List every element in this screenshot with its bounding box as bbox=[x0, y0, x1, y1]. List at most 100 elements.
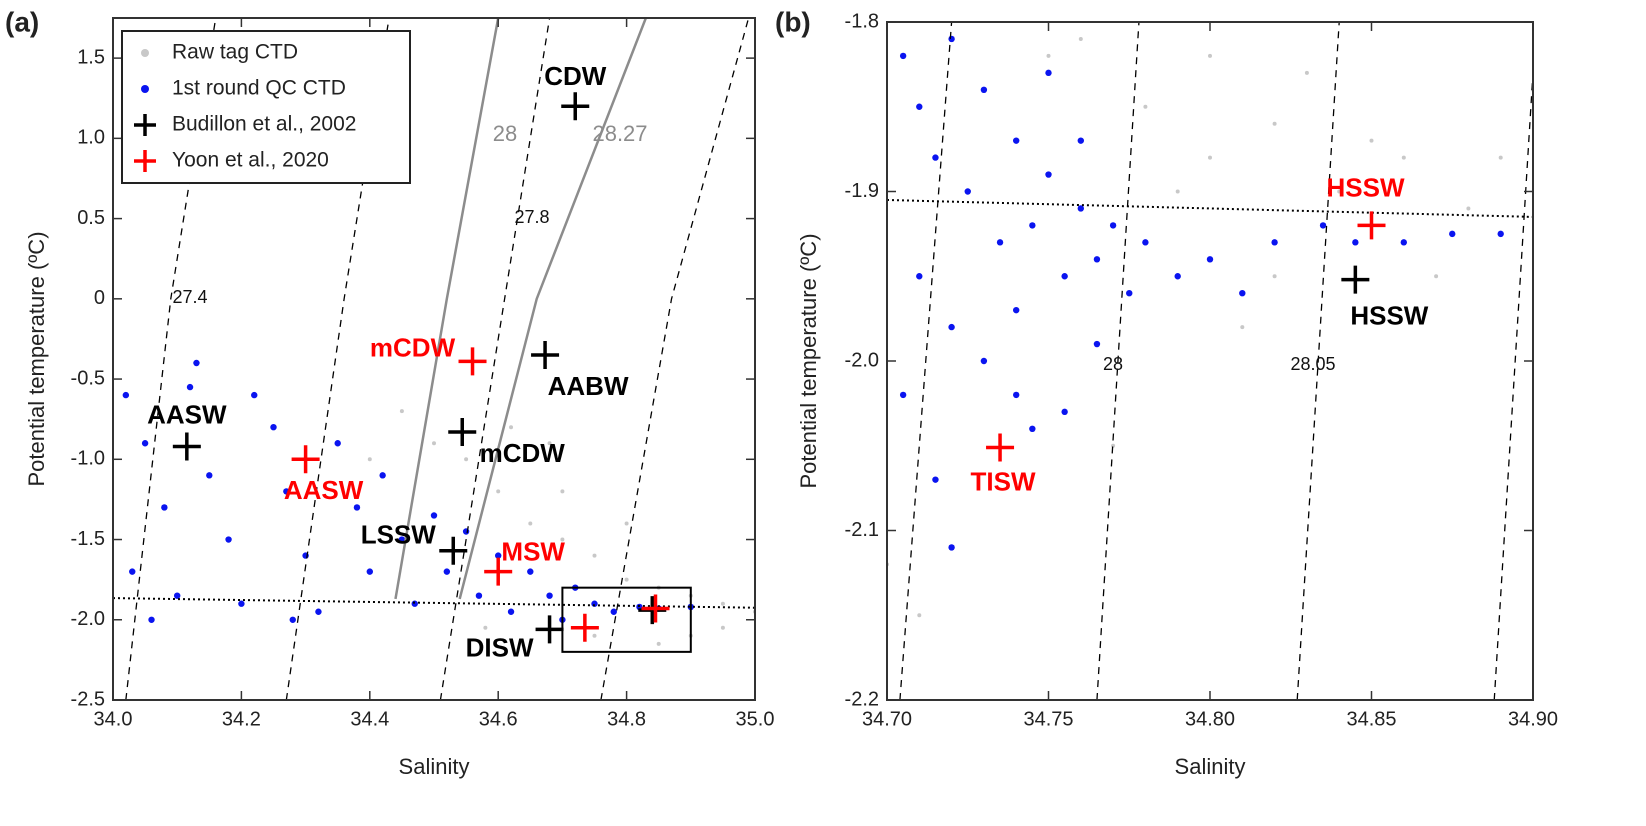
data-point bbox=[1061, 408, 1068, 416]
data-point bbox=[592, 633, 597, 638]
x-tick-label: 34.6 bbox=[479, 708, 518, 730]
data-point bbox=[980, 86, 988, 94]
source-marker bbox=[561, 92, 590, 121]
data-point bbox=[1239, 290, 1246, 297]
data-point bbox=[720, 625, 725, 630]
data-point bbox=[591, 600, 598, 607]
data-point bbox=[1206, 256, 1214, 263]
data-point bbox=[1208, 155, 1212, 160]
data-point bbox=[148, 616, 155, 623]
data-point bbox=[432, 441, 436, 446]
source-marker bbox=[439, 536, 468, 565]
source-marker bbox=[458, 347, 487, 376]
data-point bbox=[1013, 306, 1020, 314]
y-tick-label: 1.0 bbox=[77, 127, 105, 149]
data-point bbox=[1013, 391, 1020, 399]
source-marker bbox=[535, 615, 564, 644]
data-point bbox=[948, 35, 955, 43]
legend-symbol bbox=[134, 114, 156, 136]
isopycnal-label: 28.05 bbox=[1290, 354, 1335, 374]
plot-area bbox=[887, 22, 1533, 700]
data-point bbox=[283, 488, 290, 495]
isopycnal-label: 27.4 bbox=[172, 287, 207, 307]
water-mass-label: LSSW bbox=[361, 520, 437, 550]
data-point bbox=[656, 641, 661, 646]
data-point bbox=[289, 616, 296, 623]
y-tick-label: 1.5 bbox=[77, 46, 105, 68]
panel-title: (b) bbox=[775, 6, 811, 37]
data-point bbox=[379, 472, 386, 479]
data-point bbox=[174, 592, 181, 599]
data-point bbox=[1109, 222, 1117, 229]
data-point bbox=[964, 188, 971, 195]
data-point bbox=[270, 424, 277, 431]
source-marker bbox=[484, 557, 513, 586]
data-point bbox=[1208, 53, 1212, 58]
data-point bbox=[1272, 274, 1277, 279]
panel: 28 28.05 HSSW HSSW TISW 34.70 34.75 34.80 34.85 3… bbox=[775, 6, 1558, 778]
isopycnal bbox=[458, 18, 648, 600]
isopycnal bbox=[1493, 72, 1533, 700]
isopycnal-label: 28 bbox=[1103, 354, 1123, 374]
legend-box bbox=[121, 30, 411, 184]
panel-title: (a) bbox=[5, 6, 39, 37]
data-point bbox=[1077, 137, 1085, 144]
data-point bbox=[1401, 155, 1406, 160]
data-point bbox=[1240, 325, 1245, 330]
y-tick-label: -2.0 bbox=[845, 349, 879, 371]
data-point bbox=[560, 537, 565, 542]
data-point bbox=[899, 52, 907, 60]
data-point bbox=[1271, 239, 1278, 246]
data-point bbox=[1466, 206, 1471, 211]
x-tick-label: 34.0 bbox=[94, 708, 133, 730]
data-point bbox=[1093, 256, 1101, 263]
y-axis-label: Potential temperature (ºC) bbox=[796, 233, 821, 488]
legend-label: Budillon et al., 2002 bbox=[172, 113, 356, 136]
legend-label: Raw tag CTD bbox=[172, 41, 298, 64]
data-point bbox=[367, 457, 372, 462]
data-point bbox=[932, 476, 939, 483]
water-mass-label: HSSW bbox=[1327, 172, 1405, 202]
x-tick-label: 35.0 bbox=[736, 708, 775, 730]
x-tick-label: 34.4 bbox=[350, 708, 389, 730]
data-point bbox=[464, 457, 469, 462]
isopycnal bbox=[394, 18, 500, 600]
source-marker bbox=[172, 432, 201, 461]
y-tick-label: -2.2 bbox=[845, 688, 879, 710]
data-point bbox=[1077, 205, 1085, 212]
isopycnal bbox=[125, 18, 217, 700]
source-marker bbox=[531, 340, 560, 369]
isopycnal bbox=[439, 18, 551, 700]
isopycnal bbox=[285, 18, 390, 700]
isopycnal-label: 27.8 bbox=[514, 207, 549, 227]
data-point bbox=[916, 273, 923, 280]
data-point bbox=[1126, 290, 1133, 297]
x-tick-label: 34.8 bbox=[607, 708, 646, 730]
plot-area bbox=[113, 18, 755, 700]
data-point bbox=[1046, 53, 1051, 58]
data-point bbox=[1352, 239, 1359, 246]
data-point bbox=[193, 359, 200, 367]
source-marker bbox=[1341, 265, 1370, 294]
x-tick-label: 34.70 bbox=[862, 708, 912, 730]
source-marker bbox=[448, 418, 477, 447]
data-point bbox=[495, 552, 502, 559]
data-point bbox=[948, 323, 955, 331]
data-point bbox=[1304, 70, 1309, 75]
panel: 27.4 27.8 28 28.27 CDW AABW mCDW AASW LSSW DISW mC… bbox=[5, 6, 774, 778]
data-point bbox=[932, 154, 939, 161]
data-point bbox=[141, 440, 149, 447]
source-marker bbox=[641, 594, 670, 623]
legend-symbol bbox=[134, 150, 156, 172]
water-mass-label: AABW bbox=[548, 371, 629, 401]
data-point bbox=[1013, 137, 1020, 144]
data-point bbox=[527, 568, 534, 575]
data-point bbox=[1498, 155, 1503, 160]
y-tick-label: -2.5 bbox=[71, 688, 105, 710]
data-point bbox=[186, 383, 194, 391]
data-point bbox=[398, 536, 406, 543]
data-point bbox=[980, 357, 988, 365]
x-tick-label: 34.85 bbox=[1346, 708, 1396, 730]
data-point bbox=[430, 512, 438, 519]
y-tick-label: 0.5 bbox=[77, 207, 105, 229]
